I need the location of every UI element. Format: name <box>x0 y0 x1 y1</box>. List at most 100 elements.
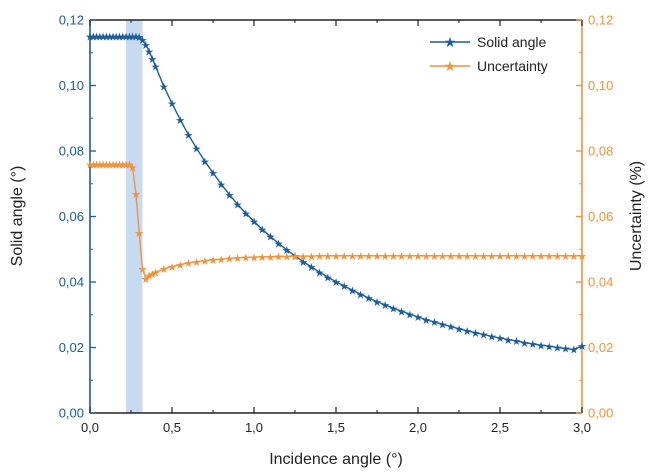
data-point-uncertainty: ★ <box>138 263 148 276</box>
data-point-uncertainty: ★ <box>147 268 157 281</box>
series-line-solid-angle <box>90 35 583 351</box>
data-point-solid-angle: ★ <box>462 325 472 338</box>
data-point-solid-angle: ★ <box>241 207 251 220</box>
right-y-tick-label: 0,04 <box>588 275 613 290</box>
data-point-solid-angle: ★ <box>569 344 579 357</box>
data-point-uncertainty: ★ <box>520 250 530 263</box>
data-point-uncertainty: ★ <box>421 250 431 263</box>
data-point-solid-angle: ★ <box>147 53 157 66</box>
data-point-uncertainty: ★ <box>216 253 226 266</box>
data-point-uncertainty: ★ <box>454 250 464 263</box>
data-point-uncertainty: ★ <box>88 158 98 171</box>
data-point-solid-angle: ★ <box>438 318 448 331</box>
data-point-uncertainty: ★ <box>544 250 554 263</box>
data-point-solid-angle: ★ <box>141 39 151 52</box>
data-point-uncertainty: ★ <box>290 250 300 263</box>
data-point-solid-angle: ★ <box>121 31 131 44</box>
data-point-solid-angle: ★ <box>331 276 341 289</box>
data-point-solid-angle: ★ <box>192 143 202 156</box>
data-point-uncertainty: ★ <box>92 158 102 171</box>
data-point-uncertainty: ★ <box>224 253 234 266</box>
x-tick-label: 2,5 <box>491 420 509 435</box>
left-axis-title: Solid angle (°) <box>9 166 26 267</box>
data-point-solid-angle: ★ <box>167 98 177 111</box>
data-point-uncertainty: ★ <box>503 250 513 263</box>
data-point-solid-angle: ★ <box>115 31 125 44</box>
data-point-uncertainty: ★ <box>144 270 154 283</box>
data-point-solid-angle: ★ <box>257 224 267 237</box>
right-axis-title: Uncertainty (%) <box>628 161 645 271</box>
left-y-tick-label: 0,00 <box>59 406 84 421</box>
right-y-tick-label: 0,12 <box>588 13 613 28</box>
data-point-uncertainty: ★ <box>479 250 489 263</box>
data-point-solid-angle: ★ <box>95 31 105 44</box>
data-point-solid-angle: ★ <box>364 292 374 305</box>
data-point-uncertainty: ★ <box>124 158 134 171</box>
data-point-uncertainty: ★ <box>167 261 177 274</box>
data-point-uncertainty: ★ <box>208 254 218 267</box>
data-point-uncertainty: ★ <box>233 252 243 265</box>
data-point-uncertainty: ★ <box>397 250 407 263</box>
data-point-solid-angle: ★ <box>151 61 161 74</box>
data-point-uncertainty: ★ <box>536 250 546 263</box>
series-line-uncertainty <box>90 163 582 281</box>
data-point-uncertainty: ★ <box>487 250 497 263</box>
data-point-solid-angle: ★ <box>528 338 538 351</box>
data-point-uncertainty: ★ <box>105 158 115 171</box>
data-point-uncertainty: ★ <box>323 250 333 263</box>
data-point-uncertainty: ★ <box>115 158 125 171</box>
right-y-tick-label: 0,00 <box>588 406 613 421</box>
right-y-tick-label: 0,06 <box>588 209 613 224</box>
data-point-uncertainty: ★ <box>577 250 587 263</box>
data-point-solid-angle: ★ <box>111 31 121 44</box>
legend-label-uncertainty: Uncertainty <box>477 58 548 74</box>
data-point-uncertainty: ★ <box>380 250 390 263</box>
data-point-solid-angle: ★ <box>131 31 141 44</box>
data-point-uncertainty: ★ <box>241 252 251 265</box>
x-axis-title: Incidence angle (°) <box>269 451 403 468</box>
right-y-tick-label: 0,10 <box>588 78 613 93</box>
data-point-uncertainty: ★ <box>192 256 202 269</box>
data-point-solid-angle: ★ <box>536 339 546 352</box>
data-point-uncertainty: ★ <box>470 250 480 263</box>
data-point-solid-angle: ★ <box>397 305 407 318</box>
data-point-solid-angle: ★ <box>92 31 102 44</box>
data-point-uncertainty: ★ <box>429 250 439 263</box>
data-point-solid-angle: ★ <box>200 155 210 168</box>
left-y-tick-label: 0,10 <box>59 78 84 93</box>
data-point-uncertainty: ★ <box>98 158 108 171</box>
data-point-uncertainty: ★ <box>356 250 366 263</box>
data-point-uncertainty: ★ <box>315 250 325 263</box>
data-point-uncertainty: ★ <box>528 250 538 263</box>
data-point-solid-angle: ★ <box>503 334 513 347</box>
left-y-tick-label: 0,04 <box>59 275 84 290</box>
data-point-uncertainty: ★ <box>134 227 144 240</box>
data-point-solid-angle: ★ <box>224 189 234 202</box>
data-point-uncertainty: ★ <box>111 158 121 171</box>
left-y-tick-label: 0,02 <box>59 340 84 355</box>
legend-marker-solid-angle: ★ <box>444 35 457 51</box>
data-point-uncertainty: ★ <box>265 251 275 264</box>
data-point-solid-angle: ★ <box>405 308 415 321</box>
data-point-solid-angle: ★ <box>105 31 115 44</box>
data-point-uncertainty: ★ <box>131 188 141 201</box>
data-point-solid-angle: ★ <box>552 342 562 355</box>
data-point-solid-angle: ★ <box>487 331 497 344</box>
data-point-uncertainty: ★ <box>446 250 456 263</box>
axes: 0,0 0,5 1,0 1,5 2,0 2,5 3,00,000,020,040,060,0… <box>59 13 614 436</box>
data-point-solid-angle: ★ <box>183 129 193 142</box>
data-point-solid-angle: ★ <box>479 329 489 342</box>
data-point-solid-angle: ★ <box>118 31 128 44</box>
data-point-uncertainty: ★ <box>511 250 521 263</box>
data-point-uncertainty: ★ <box>306 250 316 263</box>
data-point-solid-angle: ★ <box>159 80 169 93</box>
data-point-uncertainty: ★ <box>561 250 571 263</box>
data-point-solid-angle: ★ <box>265 231 275 244</box>
data-point-solid-angle: ★ <box>306 261 316 274</box>
data-point-solid-angle: ★ <box>233 199 243 212</box>
data-point-solid-angle: ★ <box>544 340 554 353</box>
x-tick-label: 1,0 <box>245 420 263 435</box>
data-point-uncertainty: ★ <box>364 250 374 263</box>
data-point-uncertainty: ★ <box>85 158 95 171</box>
